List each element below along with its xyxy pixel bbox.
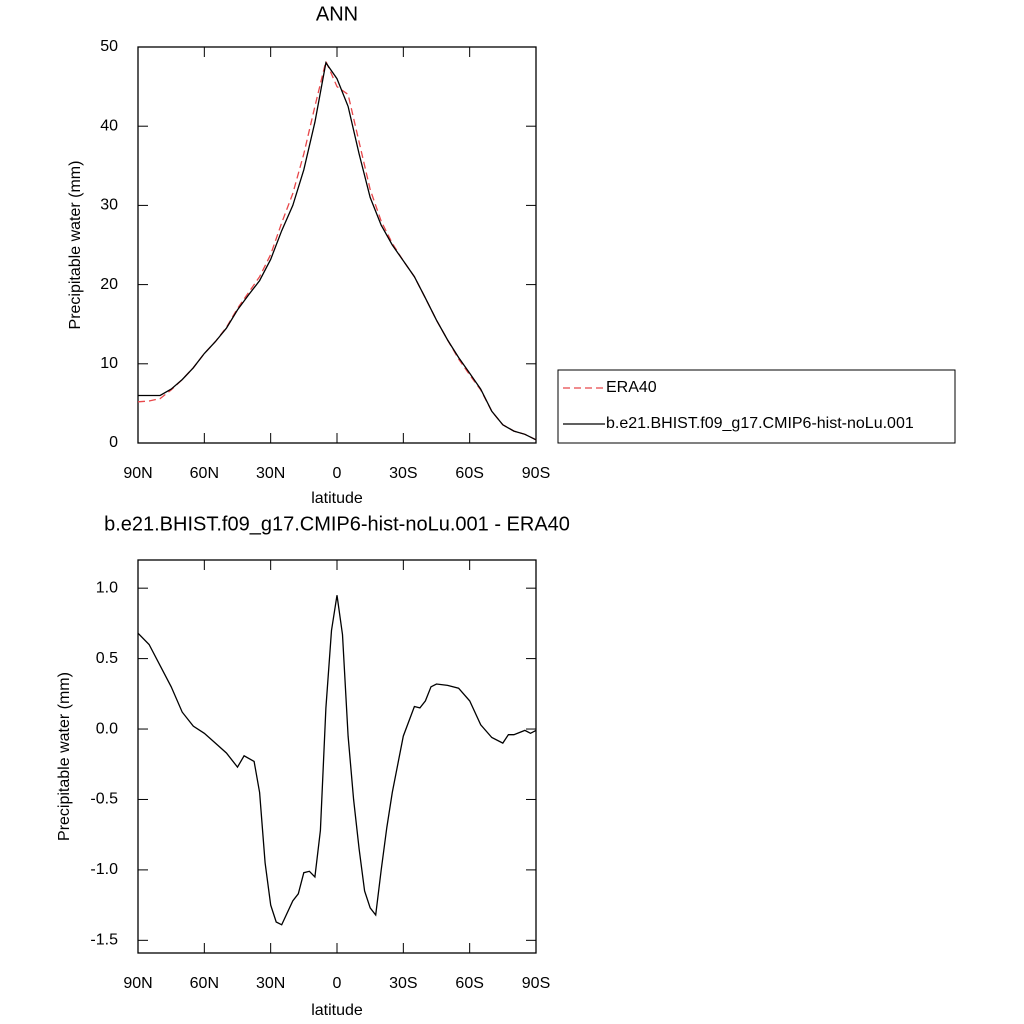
x-axis-label: latitude — [311, 490, 363, 507]
x-tick-label: 30N — [256, 465, 285, 482]
plot-frame — [137, 46, 537, 444]
x-tick-label: 30N — [256, 975, 285, 992]
data-line — [137, 595, 537, 926]
x-tick-label: 30S — [389, 975, 417, 992]
legend-label: ERA40 — [606, 379, 657, 396]
x-tick-label: 60S — [455, 465, 483, 482]
y-tick-label: 50 — [100, 38, 118, 55]
y-tick-label: 1.0 — [96, 579, 118, 596]
x-tick-label: 60N — [190, 975, 219, 992]
y-tick-label: 40 — [100, 117, 118, 134]
y-tick-label: 0 — [109, 434, 118, 451]
y-tick-label: 10 — [100, 355, 118, 372]
chart-title: ANN — [316, 3, 358, 25]
x-tick-label: 30S — [389, 465, 417, 482]
data-line — [137, 59, 537, 441]
y-axis-label: Precipitable water (mm) — [56, 672, 73, 841]
data-line — [138, 61, 537, 441]
chart-title: b.e21.BHIST.f09_g17.CMIP6-hist-noLu.001 … — [104, 513, 570, 535]
x-tick-label: 90N — [123, 465, 152, 482]
y-tick-label: 0.0 — [96, 720, 118, 737]
legend-box — [557, 369, 956, 444]
x-tick-label: 0 — [333, 465, 342, 482]
y-tick-label: -1.0 — [90, 861, 118, 878]
y-tick-label: 20 — [100, 276, 118, 293]
y-tick-label: 30 — [100, 197, 118, 214]
y-tick-label: 0.5 — [96, 650, 118, 667]
x-tick-label: 90S — [522, 975, 550, 992]
x-tick-label: 90N — [123, 975, 152, 992]
plot-frame — [137, 559, 537, 954]
x-tick-label: 60N — [190, 465, 219, 482]
x-tick-label: 90S — [522, 465, 550, 482]
x-tick-label: 0 — [333, 975, 342, 992]
y-tick-label: -1.5 — [90, 932, 118, 949]
x-axis-label: latitude — [311, 1002, 363, 1019]
y-tick-label: -0.5 — [90, 791, 118, 808]
legend-label: b.e21.BHIST.f09_g17.CMIP6-hist-noLu.001 — [606, 415, 914, 432]
y-axis-label: Precipitable water (mm) — [67, 161, 84, 330]
x-tick-label: 60S — [455, 975, 483, 992]
